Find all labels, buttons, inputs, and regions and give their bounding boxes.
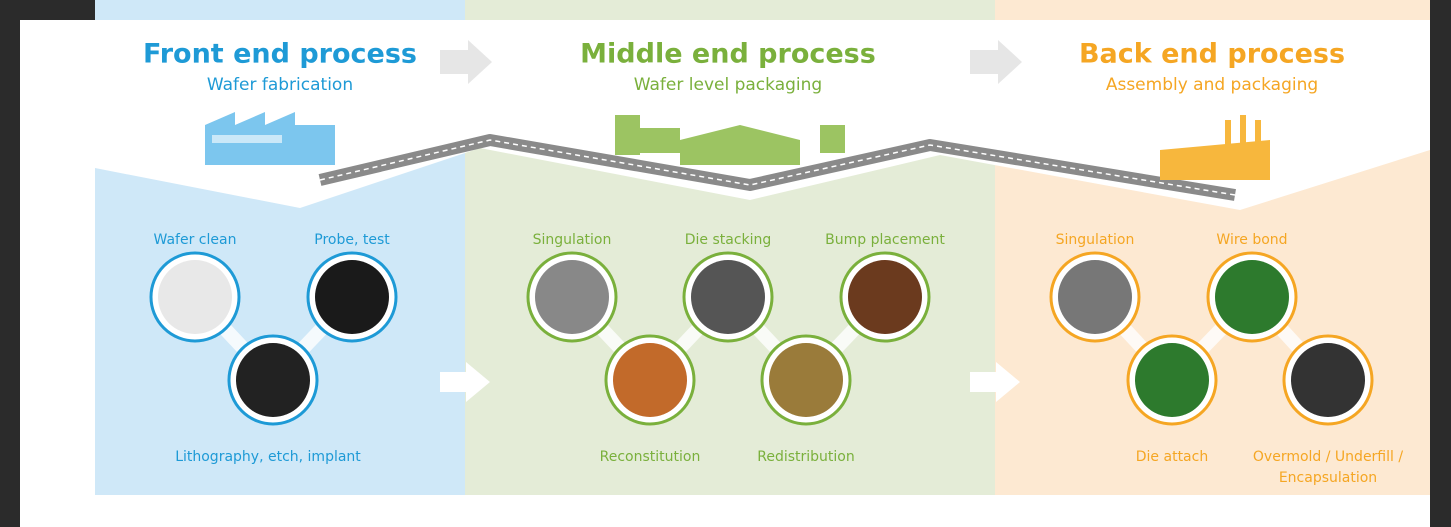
step-image: [1291, 343, 1365, 417]
step-label: Bump placement: [825, 232, 945, 248]
step-image: [158, 260, 232, 334]
step-label: Singulation: [1056, 232, 1135, 248]
step-image: [1215, 260, 1289, 334]
step-image: [315, 260, 389, 334]
step-label: Encapsulation: [1279, 470, 1377, 486]
step-label: Overmold / Underfill /: [1253, 449, 1403, 465]
building: [1160, 115, 1270, 180]
building: [615, 115, 845, 165]
arrow: [970, 362, 1020, 402]
step-image: [1135, 343, 1209, 417]
step-image: [691, 260, 765, 334]
step-label: Redistribution: [757, 449, 855, 465]
section-title: Middle end process: [580, 39, 876, 70]
band-top: [995, 0, 1430, 20]
section-subtitle: Assembly and packaging: [1106, 75, 1318, 95]
step-image: [236, 343, 310, 417]
content: Front end process Wafer fabrication Wafer …: [143, 39, 1403, 487]
step-image: [769, 343, 843, 417]
step-image: [848, 260, 922, 334]
band-top: [465, 0, 995, 20]
band-top: [95, 0, 465, 20]
step-label: Die attach: [1136, 449, 1208, 465]
band: [95, 153, 465, 495]
arrow: [440, 40, 492, 84]
arrow: [440, 362, 490, 402]
step-label: Lithography, etch, implant: [175, 449, 361, 465]
section-title: Back end process: [1079, 39, 1345, 70]
step-label: Wire bond: [1216, 232, 1287, 248]
step-image: [613, 343, 687, 417]
section-subtitle: Wafer level packaging: [634, 75, 822, 95]
step-image: [535, 260, 609, 334]
section-subtitle: Wafer fabrication: [207, 75, 353, 95]
step-label: Probe, test: [314, 232, 390, 248]
road: [318, 134, 1236, 201]
step-image: [1058, 260, 1132, 334]
step-label: Singulation: [533, 232, 612, 248]
step-label: Reconstitution: [600, 449, 701, 465]
building: [205, 112, 335, 165]
section-title: Front end process: [143, 39, 417, 70]
step-label: Die stacking: [685, 232, 772, 248]
arrow: [970, 40, 1022, 84]
step-label: Wafer clean: [154, 232, 237, 248]
